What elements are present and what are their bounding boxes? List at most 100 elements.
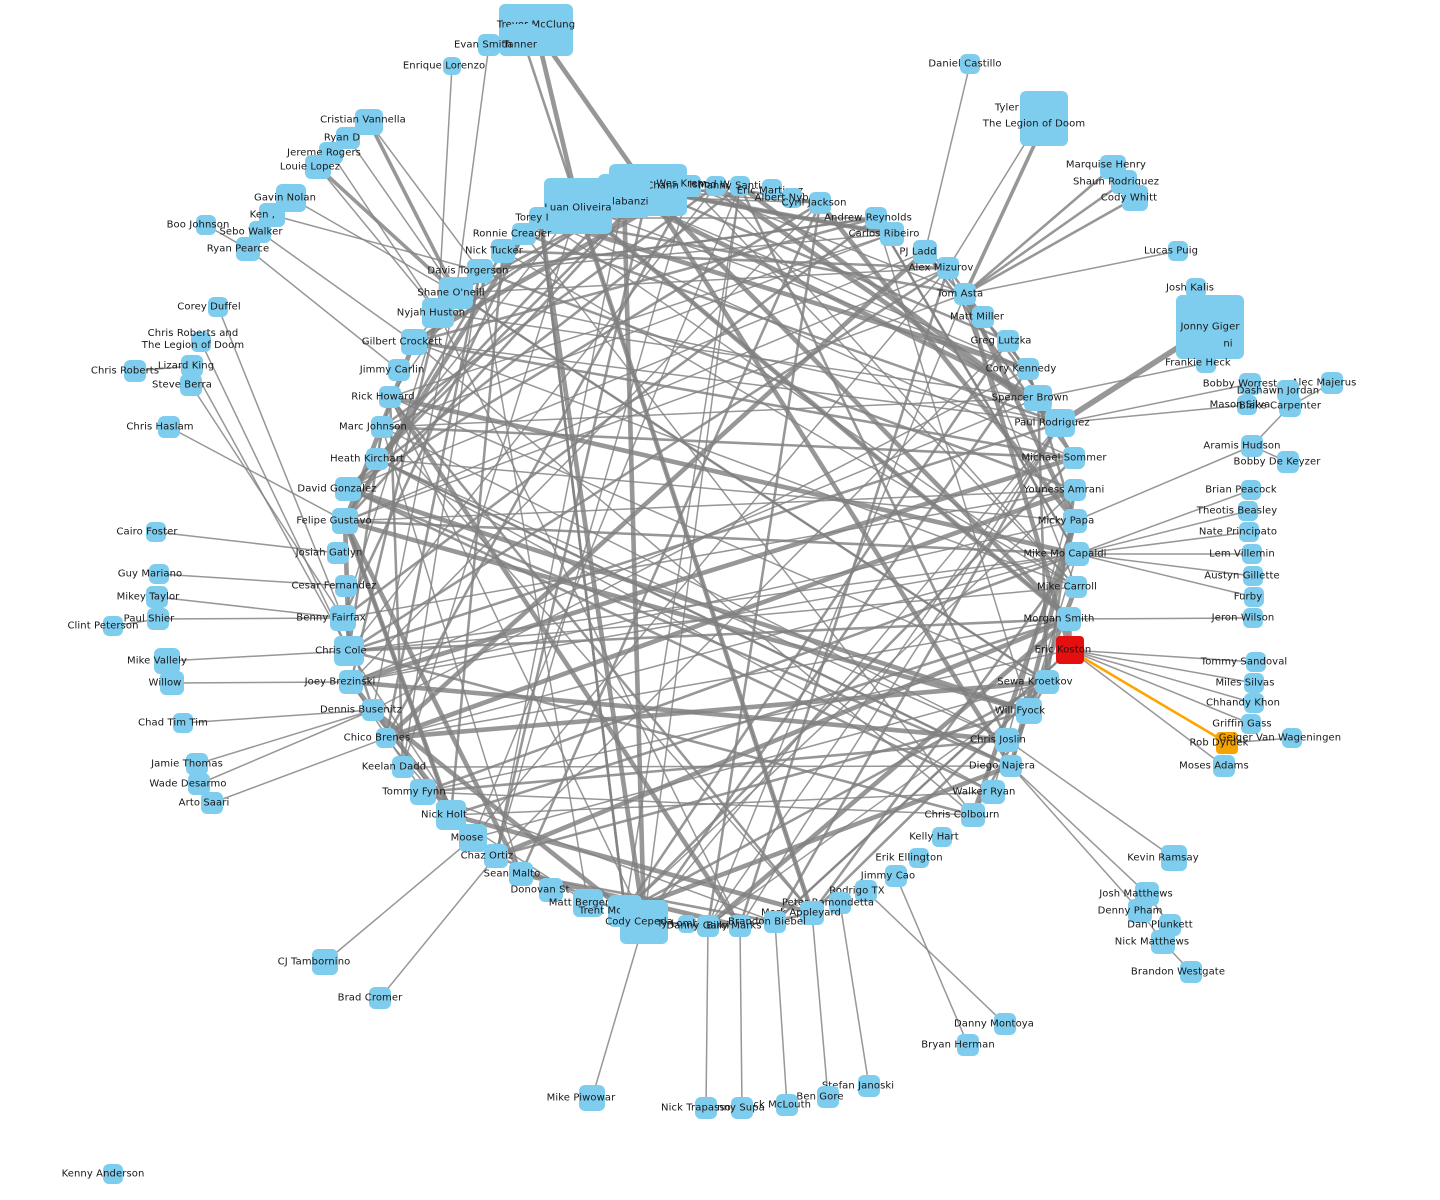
- graph-node[interactable]: [706, 176, 726, 196]
- graph-node[interactable]: [1213, 755, 1235, 777]
- graph-node[interactable]: [1180, 961, 1202, 983]
- graph-node[interactable]: [932, 827, 952, 847]
- graph-node[interactable]: [858, 1075, 880, 1097]
- graph-node[interactable]: [335, 575, 357, 597]
- graph-node[interactable]: [1056, 636, 1084, 664]
- graph-node[interactable]: [191, 332, 211, 352]
- graph-node[interactable]: [776, 1094, 798, 1116]
- graph-node[interactable]: [1242, 544, 1262, 564]
- graph-node[interactable]: [1000, 755, 1022, 777]
- graph-node[interactable]: [997, 330, 1019, 352]
- graph-node[interactable]: [201, 792, 223, 814]
- graph-node[interactable]: [1168, 241, 1188, 261]
- graph-node[interactable]: [509, 862, 533, 886]
- graph-node[interactable]: [180, 374, 202, 396]
- graph-node[interactable]: [1063, 447, 1085, 469]
- graph-node[interactable]: [1244, 673, 1264, 693]
- graph-node[interactable]: [422, 298, 454, 328]
- graph-node[interactable]: [829, 892, 851, 914]
- graph-node[interactable]: [981, 780, 1005, 804]
- graph-node[interactable]: [1035, 670, 1059, 694]
- graph-node[interactable]: [1176, 295, 1244, 359]
- graph-node[interactable]: [371, 416, 393, 438]
- graph-node[interactable]: [855, 880, 877, 902]
- graph-node[interactable]: [1241, 480, 1261, 500]
- graph-node[interactable]: [1020, 102, 1068, 146]
- graph-node[interactable]: [335, 477, 361, 501]
- graph-node[interactable]: [379, 386, 401, 408]
- graph-node[interactable]: [1279, 395, 1301, 417]
- graph-node[interactable]: [678, 915, 696, 933]
- graph-node[interactable]: [1017, 358, 1039, 380]
- graph-node[interactable]: [880, 222, 904, 246]
- graph-node[interactable]: [1065, 542, 1089, 566]
- graph-node[interactable]: [1246, 652, 1266, 672]
- graph-node[interactable]: [961, 803, 985, 827]
- graph-node[interactable]: [103, 616, 123, 636]
- graph-node[interactable]: [173, 713, 193, 733]
- graph-node[interactable]: [332, 508, 358, 534]
- graph-node[interactable]: [1161, 845, 1187, 871]
- graph-node[interactable]: [695, 1097, 717, 1119]
- graph-node[interactable]: [491, 239, 515, 263]
- graph-node[interactable]: [1282, 728, 1302, 748]
- graph-node[interactable]: [1064, 479, 1086, 501]
- graph-node[interactable]: [147, 608, 169, 630]
- graph-node[interactable]: [512, 223, 536, 245]
- graph-node[interactable]: [362, 699, 384, 721]
- graph-node[interactable]: [937, 257, 959, 279]
- graph-node[interactable]: [913, 240, 937, 264]
- graph-node[interactable]: [103, 1164, 123, 1184]
- graph-node[interactable]: [149, 564, 169, 584]
- graph-node[interactable]: [1243, 608, 1263, 628]
- graph-node[interactable]: [401, 329, 427, 355]
- graph-node[interactable]: [1243, 566, 1263, 586]
- graph-node[interactable]: [1221, 337, 1235, 351]
- graph-node[interactable]: [410, 779, 436, 805]
- graph-node[interactable]: [1024, 385, 1052, 411]
- graph-node[interactable]: [336, 127, 360, 149]
- graph-node[interactable]: [334, 636, 364, 666]
- graph-node[interactable]: [339, 670, 363, 694]
- graph-node[interactable]: [196, 215, 216, 235]
- graph-node[interactable]: [1016, 698, 1042, 724]
- graph-node[interactable]: [443, 57, 461, 75]
- graph-node[interactable]: [954, 283, 976, 305]
- graph-node[interactable]: [388, 359, 410, 381]
- graph-node[interactable]: [972, 306, 994, 328]
- graph-node[interactable]: [1186, 278, 1206, 298]
- graph-node[interactable]: [1065, 576, 1087, 598]
- graph-node[interactable]: [1277, 451, 1299, 473]
- graph-node[interactable]: [1151, 930, 1175, 954]
- graph-node[interactable]: [392, 756, 414, 778]
- graph-node[interactable]: [620, 900, 668, 944]
- graph-node[interactable]: [1122, 185, 1148, 211]
- graph-node[interactable]: [1045, 409, 1075, 437]
- graph-node[interactable]: [478, 34, 500, 56]
- graph-node[interactable]: [679, 175, 701, 197]
- graph-node[interactable]: [1063, 509, 1087, 533]
- graph-node[interactable]: [146, 586, 168, 608]
- graph-node[interactable]: [730, 176, 750, 196]
- graph-node[interactable]: [539, 878, 563, 902]
- graph-node[interactable]: [188, 773, 210, 795]
- graph-node[interactable]: [1321, 372, 1343, 394]
- graph-node[interactable]: [729, 915, 751, 937]
- graph-node[interactable]: [369, 987, 391, 1009]
- graph-node[interactable]: [1196, 353, 1216, 373]
- graph-node[interactable]: [817, 1086, 839, 1108]
- graph-node[interactable]: [1241, 714, 1261, 734]
- graph-node[interactable]: [186, 753, 208, 775]
- graph-node[interactable]: [1216, 732, 1238, 754]
- graph-node[interactable]: [762, 179, 782, 199]
- graph-node[interactable]: [809, 192, 831, 214]
- graph-node[interactable]: [208, 297, 228, 317]
- graph-node[interactable]: [885, 865, 907, 887]
- graph-node[interactable]: [366, 448, 388, 470]
- graph-node[interactable]: [154, 648, 180, 674]
- graph-node[interactable]: [181, 355, 203, 377]
- graph-node[interactable]: [376, 728, 396, 748]
- graph-node[interactable]: [1237, 395, 1257, 415]
- graph-node[interactable]: [529, 207, 551, 229]
- graph-node[interactable]: [731, 1097, 753, 1119]
